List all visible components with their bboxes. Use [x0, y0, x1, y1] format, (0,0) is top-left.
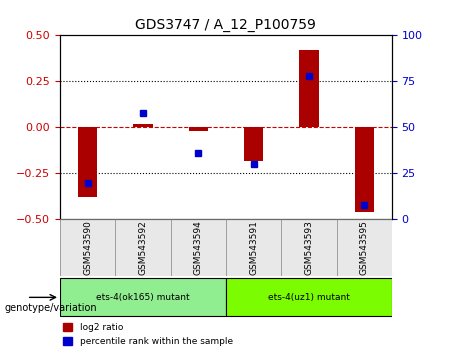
Bar — [337, 219, 392, 276]
Bar — [171, 219, 226, 276]
FancyBboxPatch shape — [226, 278, 392, 316]
Text: GSM543590: GSM543590 — [83, 220, 92, 275]
Text: ets-4(uz1) mutant: ets-4(uz1) mutant — [268, 293, 350, 302]
Text: GSM543591: GSM543591 — [249, 220, 258, 275]
Bar — [281, 219, 337, 276]
Text: genotype/variation: genotype/variation — [5, 303, 97, 313]
Bar — [244, 127, 263, 161]
Bar — [189, 127, 208, 131]
Text: ets-4(ok165) mutant: ets-4(ok165) mutant — [96, 293, 190, 302]
Text: GSM543592: GSM543592 — [138, 221, 148, 275]
Bar — [355, 127, 374, 212]
Bar — [299, 50, 319, 127]
FancyBboxPatch shape — [60, 278, 226, 316]
Bar — [78, 127, 97, 198]
Bar — [133, 124, 153, 127]
Bar — [60, 219, 115, 276]
Bar — [115, 219, 171, 276]
Legend: log2 ratio, percentile rank within the sample: log2 ratio, percentile rank within the s… — [60, 320, 236, 349]
Text: GSM543595: GSM543595 — [360, 220, 369, 275]
Bar — [226, 219, 281, 276]
Title: GDS3747 / A_12_P100759: GDS3747 / A_12_P100759 — [136, 18, 316, 32]
Text: GSM543593: GSM543593 — [304, 220, 313, 275]
Text: GSM543594: GSM543594 — [194, 221, 203, 275]
